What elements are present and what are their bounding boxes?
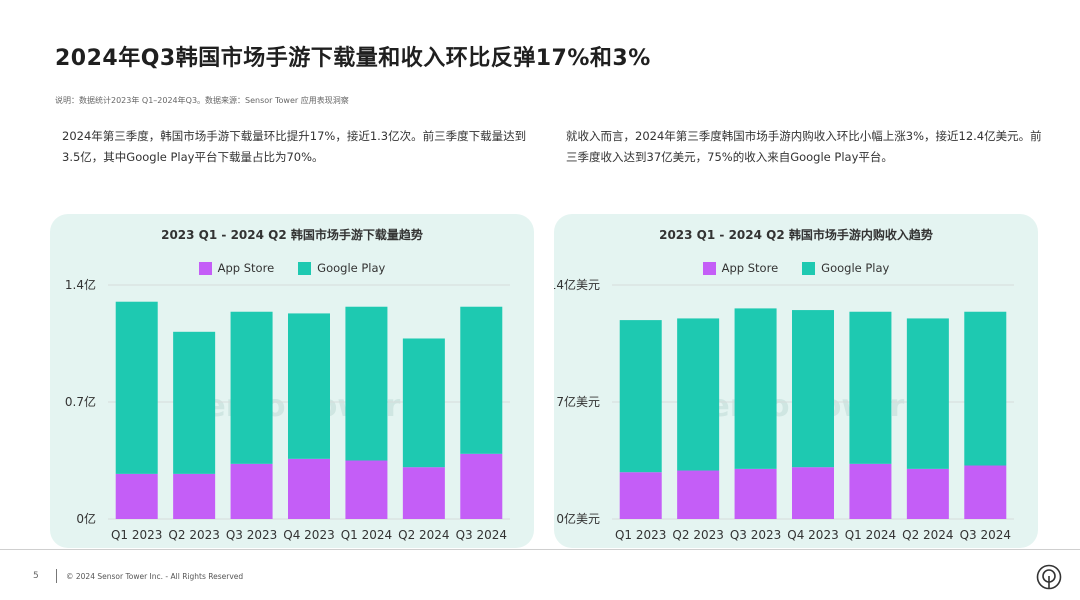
bar-google-play — [619, 320, 662, 473]
bar-app-store — [906, 468, 949, 519]
bar-app-store — [677, 470, 720, 519]
x-tick-label: Q4 2023 — [787, 528, 838, 542]
downloads-chart-title: 2023 Q1 - 2024 Q2 韩国市场手游下载量趋势 — [161, 228, 423, 242]
bar-app-store — [173, 473, 216, 519]
y-tick-label: 7亿美元 — [556, 394, 600, 409]
x-tick-label: Q1 2024 — [341, 528, 392, 542]
data-source-note: 说明：数据统计2023年 Q1–2024年Q3。数据来源：Sensor Towe… — [55, 96, 349, 105]
bar-app-store — [792, 467, 834, 519]
y-tick-label: 14亿美元 — [554, 277, 600, 292]
bar-app-store — [964, 465, 1007, 519]
x-tick-label: Q2 2024 — [902, 528, 953, 542]
bar-google-play — [460, 306, 503, 454]
legend-swatch-google-play — [298, 261, 312, 275]
y-tick-label: 0亿 — [76, 511, 96, 526]
legend-google-play: Google Play — [298, 261, 385, 275]
bar-google-play — [734, 308, 777, 469]
bar-google-play — [173, 331, 216, 474]
x-tick-label: Q1 2024 — [845, 528, 896, 542]
footer-divider — [0, 549, 1080, 550]
x-tick-label: Q3 2023 — [226, 528, 277, 542]
y-tick-label: 0.7亿 — [65, 394, 96, 409]
legend-label: Google Play — [317, 261, 386, 275]
bar-google-play — [345, 306, 388, 461]
revenue-chart-title: 2023 Q1 - 2024 Q2 韩国市场手游内购收入趋势 — [659, 228, 933, 242]
page-title: 2024年Q3韩国市场手游下载量和收入环比反弹17%和3% — [55, 46, 651, 71]
bar-google-play — [906, 318, 949, 469]
downloads-chart-panel: 2023 Q1 - 2024 Q2 韩国市场手游下载量趋势 App Store … — [50, 214, 534, 548]
legend-google-play: Google Play — [802, 261, 889, 275]
x-tick-label: Q2 2024 — [398, 528, 449, 542]
legend-swatch-app-store — [702, 261, 716, 275]
legend-label: App Store — [721, 261, 779, 275]
bar-google-play — [288, 313, 330, 459]
x-tick-label: Q3 2023 — [730, 528, 781, 542]
x-tick-label: Q2 2023 — [168, 528, 219, 542]
revenue-legend: App Store Google Play — [554, 261, 1038, 275]
x-tick-label: Q2 2023 — [672, 528, 723, 542]
bar-app-store — [849, 463, 892, 519]
legend-app-store: App Store — [702, 261, 779, 275]
bar-app-store — [619, 472, 662, 519]
y-tick-label: 0亿美元 — [556, 511, 600, 526]
legend-label: Google Play — [821, 261, 890, 275]
bar-app-store — [115, 473, 158, 519]
bar-app-store — [402, 467, 445, 519]
downloads-description: 2024年第三季度，韩国市场手游下载量环比提升17%，接近1.3亿次。前三季度下… — [62, 129, 527, 164]
legend-swatch-google-play — [802, 261, 816, 275]
legend-app-store: App Store — [198, 261, 275, 275]
page-number: 5 — [33, 571, 39, 581]
x-tick-label: Q1 2023 — [111, 528, 162, 542]
copyright-text: © 2024 Sensor Tower Inc. - All Rights Re… — [66, 572, 244, 581]
x-tick-label: Q3 2024 — [456, 528, 507, 542]
legend-swatch-app-store — [198, 261, 212, 275]
bar-app-store — [734, 468, 777, 519]
x-tick-label: Q1 2023 — [615, 528, 666, 542]
legend-label: App Store — [217, 261, 275, 275]
bar-google-play — [677, 318, 720, 471]
bar-app-store — [288, 458, 330, 519]
revenue-description: 就收入而言，2024年第三季度韩国市场手游内购收入环比小幅上涨3%，接近12.4… — [566, 129, 1042, 164]
sensor-tower-logo-icon — [1036, 564, 1062, 590]
bar-google-play — [115, 301, 158, 474]
downloads-legend: App Store Google Play — [50, 261, 534, 275]
bar-google-play — [230, 311, 273, 464]
y-tick-label: 1.4亿 — [65, 277, 96, 292]
revenue-chart-panel: 2023 Q1 - 2024 Q2 韩国市场手游内购收入趋势 App Store… — [554, 214, 1038, 548]
bar-app-store — [460, 453, 503, 519]
bar-google-play — [792, 310, 834, 468]
bar-google-play — [849, 311, 892, 464]
bar-app-store — [345, 460, 388, 519]
footer-separator — [56, 569, 57, 583]
bar-google-play — [964, 311, 1007, 466]
bar-google-play — [402, 338, 445, 468]
bar-app-store — [230, 463, 273, 519]
x-tick-label: Q3 2024 — [960, 528, 1011, 542]
x-tick-label: Q4 2023 — [283, 528, 334, 542]
